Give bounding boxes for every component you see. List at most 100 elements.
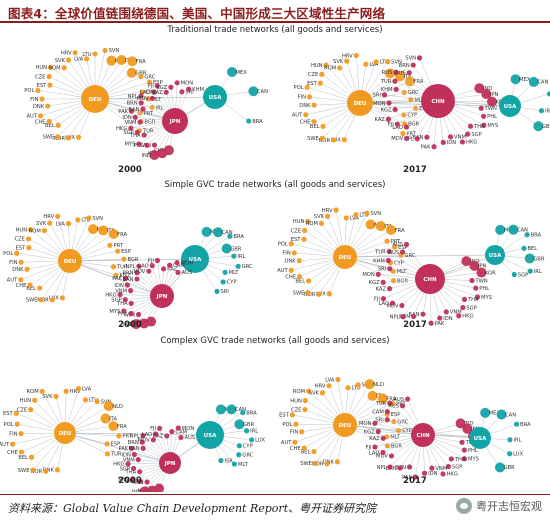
country-node (235, 263, 241, 269)
country-node (65, 135, 72, 141)
node-label: MDV (133, 269, 145, 275)
country-node (473, 285, 479, 291)
country-node (131, 451, 137, 458)
node-label: GRC (242, 453, 253, 459)
country-node (128, 310, 134, 317)
country-node (28, 454, 35, 460)
country-node (55, 122, 61, 128)
country-node (128, 300, 134, 306)
node-label: MLT (229, 270, 240, 276)
country-node (128, 288, 134, 294)
country-node (38, 297, 44, 303)
country-node (319, 390, 326, 396)
country-node (27, 282, 33, 288)
country-node (135, 311, 142, 318)
node-label: HUN (290, 398, 302, 404)
hub-node (81, 85, 109, 113)
node-label: PRT (144, 111, 154, 117)
country-node (84, 56, 90, 62)
node-label: GBR (243, 422, 255, 428)
country-node (431, 144, 437, 150)
country-node (130, 465, 137, 472)
country-node (115, 248, 121, 254)
title-rule (0, 21, 550, 23)
node-label: FJI (150, 426, 157, 432)
hub-label: DEU (354, 101, 367, 107)
node-label: PAK (435, 321, 445, 327)
country-node (221, 243, 232, 254)
country-node (355, 382, 361, 388)
node-label: SGP (111, 297, 121, 303)
node-label: GRC (404, 253, 415, 259)
node-label: GRC (144, 74, 155, 80)
country-node (220, 279, 226, 285)
country-node (404, 76, 415, 87)
node-label: SWE (307, 136, 319, 142)
node-label: SWE (43, 135, 55, 141)
country-node (231, 461, 238, 467)
country-node (341, 137, 347, 143)
node-label: NOR (31, 469, 43, 475)
node-label: SWE (293, 290, 305, 296)
country-node (61, 65, 67, 71)
node-label: SGP (471, 132, 481, 138)
node-label: JPN (477, 264, 487, 270)
country-node (144, 142, 150, 148)
node-label: SRI (185, 90, 194, 96)
node-label: MEX (489, 411, 501, 417)
country-node (37, 285, 43, 291)
country-node (88, 224, 99, 235)
country-node (380, 296, 387, 302)
hub-link (94, 96, 216, 100)
node-label: BEL (527, 246, 537, 252)
node-label: CAM (372, 409, 384, 415)
node-label: MEX (236, 70, 248, 76)
node-label: IDN (447, 140, 457, 146)
country-node (59, 295, 65, 301)
node-label: VNM (454, 135, 466, 141)
node-label: RUS (388, 404, 399, 410)
country-node (63, 388, 69, 394)
hub-node (499, 95, 521, 117)
country-node (469, 260, 480, 271)
country-node (317, 80, 323, 86)
country-node (28, 226, 34, 233)
country-node (14, 250, 20, 256)
node-label: KAZ (152, 90, 163, 96)
node-label: ESP (153, 80, 163, 86)
country-node (82, 397, 89, 403)
footer-rule (0, 494, 550, 495)
country-node (86, 215, 92, 221)
year-label: 2000 (118, 165, 142, 175)
node-label: NLD (112, 404, 123, 410)
node-label: THA (129, 133, 141, 139)
node-label: MYS (481, 295, 492, 301)
year-label: 2017 (403, 165, 427, 175)
country-node (410, 62, 416, 68)
node-label: LVA (350, 216, 360, 222)
wechat-icon (456, 498, 472, 514)
node-label: GRC (397, 419, 408, 425)
node-label: KHM (373, 258, 385, 264)
country-node (75, 134, 82, 140)
country-node (72, 50, 78, 56)
country-node (319, 71, 325, 77)
country-node (46, 73, 52, 80)
country-node (106, 55, 117, 66)
node-label: NPL (126, 264, 136, 270)
country-node (28, 407, 34, 413)
hub-node (469, 427, 491, 449)
country-node (46, 118, 52, 125)
country-node (138, 73, 144, 80)
node-label: LAO (140, 90, 151, 96)
node-label: AUT (26, 114, 37, 120)
node-label: MDV (376, 454, 388, 460)
node-label: BRA (520, 422, 531, 428)
country-node (326, 383, 332, 389)
node-label: BEL (45, 123, 55, 129)
country-node (246, 118, 252, 124)
node-label: GRC (242, 264, 253, 270)
node-label: MDV (137, 96, 149, 102)
country-node (65, 57, 72, 63)
hub-link (344, 424, 424, 436)
